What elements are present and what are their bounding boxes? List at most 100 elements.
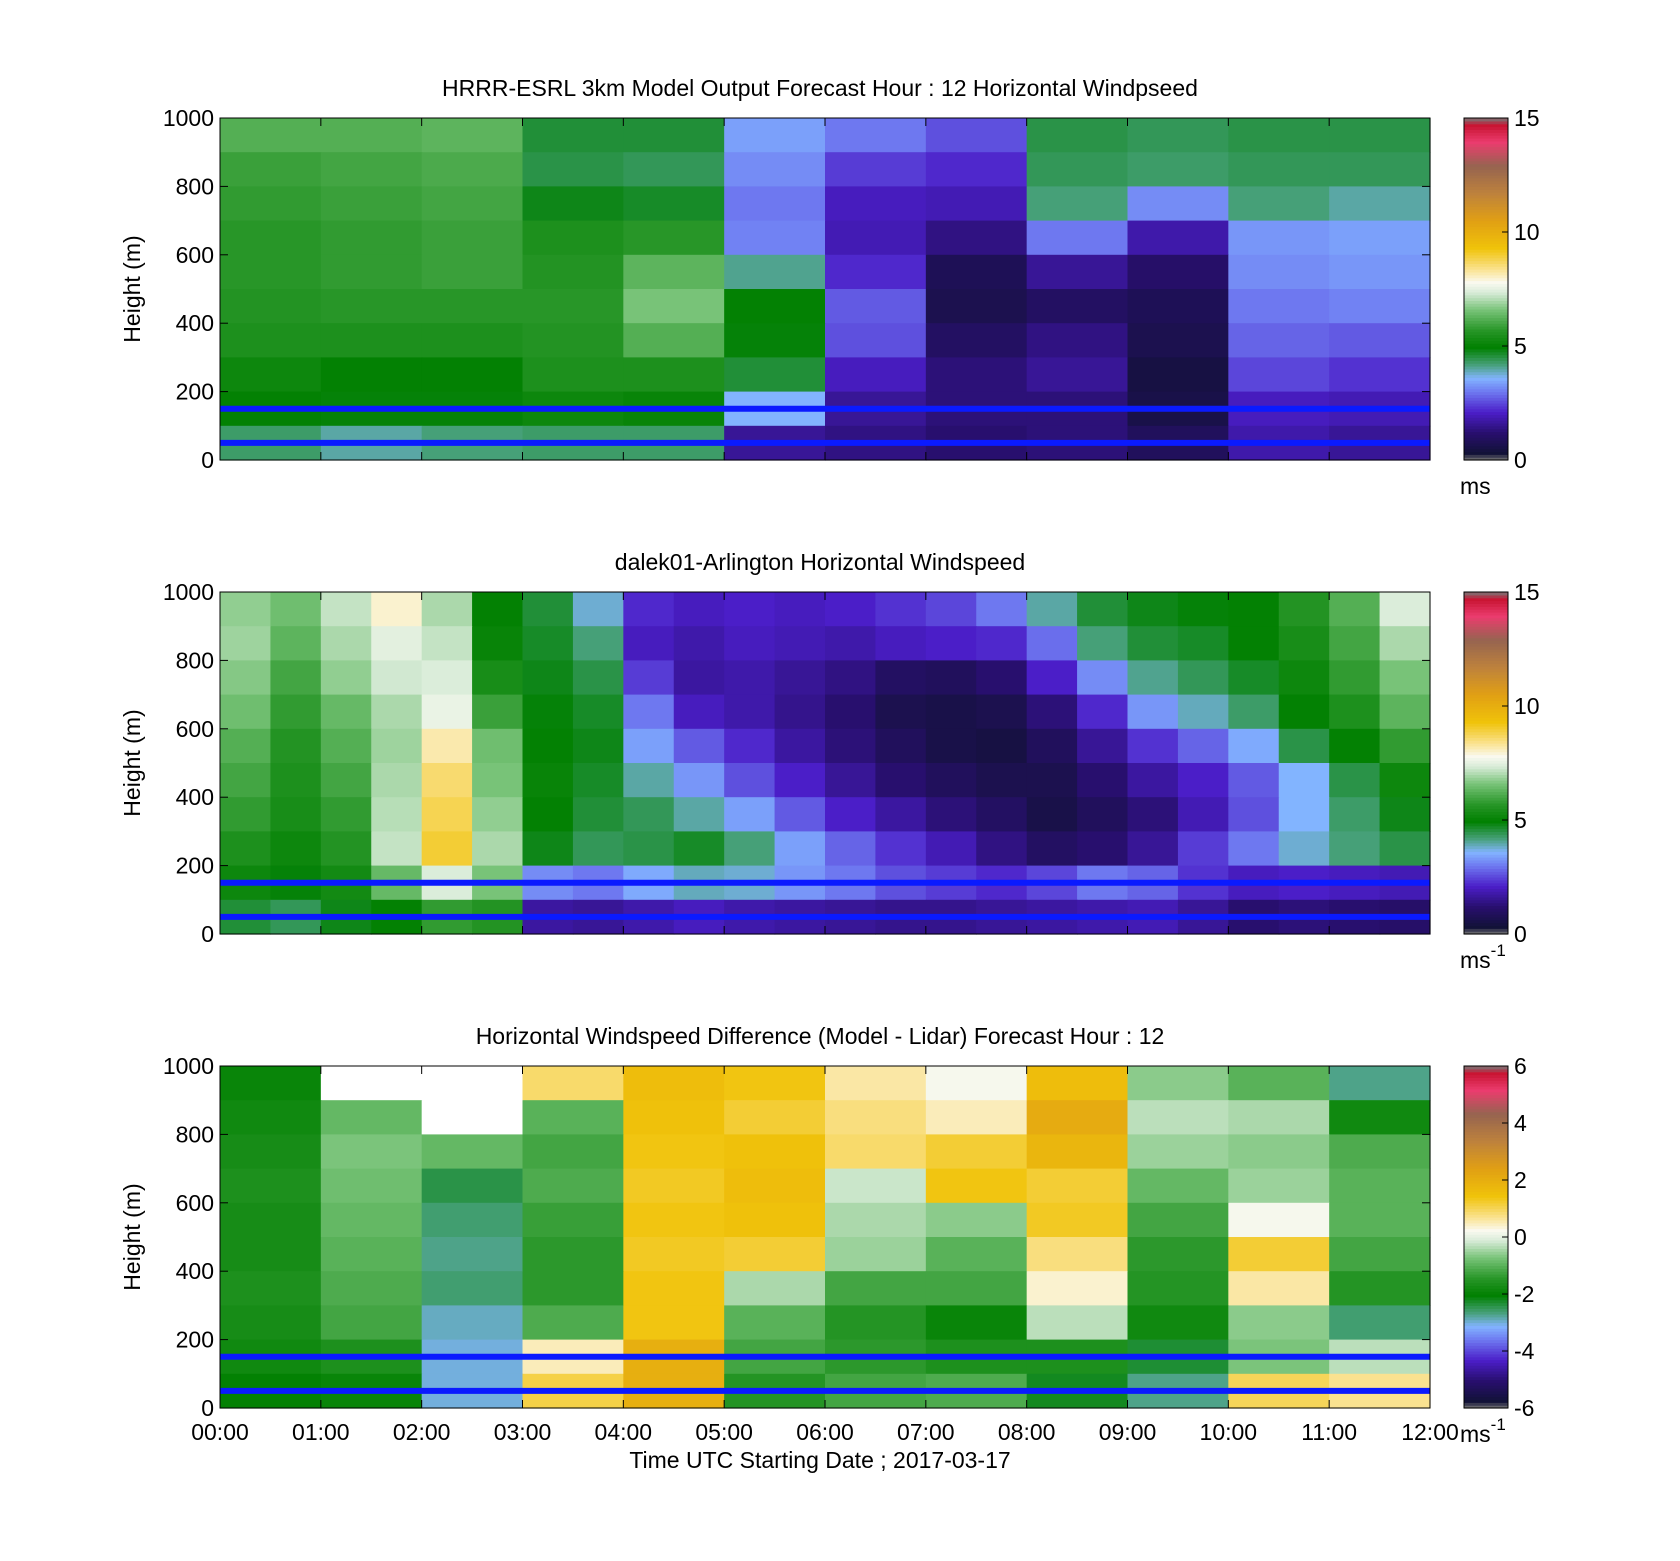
colorbar-segment: [1464, 1311, 1508, 1315]
heatmap-cell: [1127, 763, 1179, 798]
heatmap-cell: [522, 152, 624, 187]
heatmap-cell: [1329, 728, 1381, 764]
heatmap-cell: [522, 1134, 624, 1170]
colorbar-segment: [1464, 451, 1508, 455]
colorbar-segment: [1464, 1160, 1508, 1164]
colorbar-segment: [1464, 885, 1508, 889]
colorbar-segment: [1464, 1239, 1508, 1244]
heatmap-cell: [623, 592, 675, 627]
heatmap-cell: [220, 357, 322, 393]
colorbar: 0 5 10 15 ms: [1460, 105, 1540, 499]
heatmap-cell: [724, 592, 776, 627]
heatmap-cell: [925, 220, 1028, 256]
heatmap-cell: [220, 289, 322, 324]
colorbar-segment: [1464, 220, 1508, 225]
heatmap-cell: [825, 186, 927, 222]
heatmap-cell: [522, 1237, 624, 1272]
colorbar-segment: [1464, 1148, 1508, 1153]
colorbar-segment: [1464, 700, 1508, 704]
colorbar-segment: [1464, 1237, 1508, 1241]
heatmap-cell: [1026, 220, 1129, 256]
colorbar-segment: [1464, 854, 1508, 858]
heatmap-cell: [724, 797, 776, 832]
heatmap-cell: [976, 660, 1028, 696]
heatmap-cell: [522, 357, 624, 393]
colorbar-segment: [1464, 1245, 1508, 1249]
x-tick-label: 12:00: [1401, 1419, 1459, 1445]
colorbar-segment: [1464, 820, 1508, 824]
heatmap-cell: [1379, 763, 1431, 798]
colorbar-segment: [1464, 671, 1508, 676]
colorbar-segment: [1464, 269, 1508, 273]
colorbar-segment: [1464, 842, 1508, 847]
colorbar-segment: [1464, 1322, 1508, 1326]
colorbar-segment: [1464, 925, 1508, 929]
heatmap-cell: [925, 152, 1028, 187]
heatmap-cell: [623, 289, 725, 324]
colorbar-segment: [1464, 731, 1508, 736]
colorbar-segment: [1464, 666, 1508, 670]
heatmap-cell: [925, 1305, 1028, 1341]
colorbar-segment: [1464, 1120, 1508, 1124]
heatmap-cell: [1329, 1066, 1431, 1101]
colorbar-segment: [1464, 1134, 1508, 1138]
colorbar-segment: [1464, 1393, 1508, 1398]
heatmap-cell: [220, 626, 272, 661]
heatmap-cell: [925, 1202, 1028, 1238]
heatmap-cell: [1026, 728, 1078, 764]
colorbar-segment: [1464, 629, 1508, 633]
colorbar-segment: [1464, 1157, 1508, 1161]
y-axis: 0 200 400 600 800 1000: [163, 105, 1430, 473]
colorbar-segment: [1464, 1205, 1508, 1210]
x-tick-label: 11:00: [1301, 1419, 1357, 1445]
colorbar-segment: [1464, 169, 1508, 173]
heatmap-cell: [925, 1134, 1028, 1170]
colorbar-segment: [1464, 135, 1508, 139]
heatmap-cell: [925, 660, 977, 696]
colorbar-segment: [1464, 908, 1508, 912]
colorbar-segment: [1464, 254, 1508, 259]
colorbar-segment: [1464, 1288, 1508, 1292]
heatmap-cell: [421, 254, 524, 290]
colorbar-segment: [1464, 592, 1508, 596]
colorbar-segment: [1464, 417, 1508, 421]
heatmap-cell: [1026, 323, 1129, 358]
heatmap-cell: [421, 1271, 524, 1306]
heatmap-cell: [1026, 186, 1129, 222]
colorbar-segment: [1464, 931, 1508, 935]
heatmap-cell: [1329, 1305, 1431, 1341]
heatmap-cell: [472, 626, 524, 661]
colorbar-segment: [1464, 1285, 1508, 1289]
heatmap-cell: [1379, 626, 1431, 661]
heatmap-cell: [220, 763, 272, 798]
heatmap-cell: [1026, 1202, 1129, 1238]
heatmap-cell: [1228, 1305, 1330, 1341]
panel-lidar-observation: dalek01-Arlington Horizontal Windspeed 0…: [119, 549, 1540, 973]
heatmap-cell: [522, 220, 624, 256]
colorbar-segment: [1464, 1396, 1508, 1401]
colorbar-segment: [1464, 1180, 1508, 1184]
heatmap-cell: [421, 592, 473, 627]
colorbar-segment: [1464, 643, 1508, 647]
heatmap-cell: [421, 323, 524, 358]
colorbar-segment: [1464, 1066, 1508, 1070]
heatmap-cell: [522, 1066, 624, 1101]
colorbar-segment: [1464, 1108, 1508, 1113]
heatmap-cell: [1127, 831, 1179, 867]
heatmap-cell: [875, 660, 927, 696]
heatmap-cell: [1379, 797, 1431, 832]
heatmap-cell: [320, 797, 372, 832]
colorbar-segment: [1464, 363, 1508, 367]
heatmap-cell: [925, 592, 977, 627]
heatmap-cell: [522, 763, 574, 798]
heatmap-cell: [673, 728, 725, 764]
heatmap-cell: [875, 797, 927, 832]
heatmap-cell: [371, 763, 423, 798]
heatmap-cell: [220, 254, 322, 290]
colorbar-segment: [1464, 243, 1508, 247]
colorbar-segment: [1464, 137, 1508, 142]
colorbar-segment: [1464, 1074, 1508, 1078]
colorbar-segment: [1464, 1185, 1508, 1190]
colorbar-segment: [1464, 291, 1508, 296]
heatmap-cell: [1278, 592, 1330, 627]
